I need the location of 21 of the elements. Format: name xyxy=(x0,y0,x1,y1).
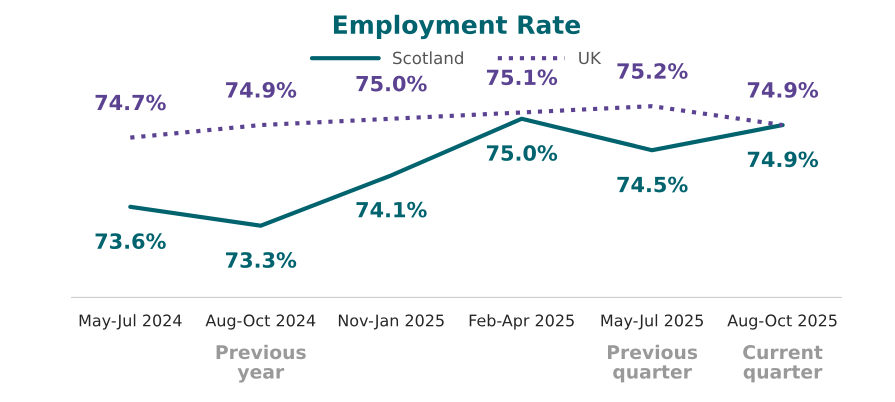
data-label: 75.0% xyxy=(486,145,558,161)
category-label: Aug-Oct 2024 Previous year xyxy=(206,314,316,383)
data-label: 73.3% xyxy=(226,252,296,268)
data-label: 74.9% xyxy=(226,82,296,98)
legend-label: Scotland xyxy=(393,51,463,64)
category-label: Aug-Oct 2025 Current quarter xyxy=(727,314,837,382)
x-tick-label: Nov-Jan 2025 xyxy=(338,314,444,330)
legend-label: UK xyxy=(579,52,602,64)
data-label: 75.0% xyxy=(356,76,427,92)
x-tick-label: May-Jul 2024 xyxy=(80,314,182,330)
data-label: 74.1% xyxy=(356,202,427,218)
data-label: 74.7% xyxy=(96,94,166,110)
data-label: 74.9% xyxy=(748,82,818,98)
x-tick-label: Feb-Apr 2025 xyxy=(470,314,574,330)
data-label: 75.1% xyxy=(486,69,558,86)
chart-title: Employment Rate xyxy=(334,14,580,40)
data-label: 73.6% xyxy=(96,233,166,250)
data-label: 74.5% xyxy=(617,176,688,192)
category-label: May-Jul 2025 Previous quarter xyxy=(602,314,703,382)
data-label: 75.2% xyxy=(617,63,688,79)
data-label: 74.9% xyxy=(748,151,818,168)
